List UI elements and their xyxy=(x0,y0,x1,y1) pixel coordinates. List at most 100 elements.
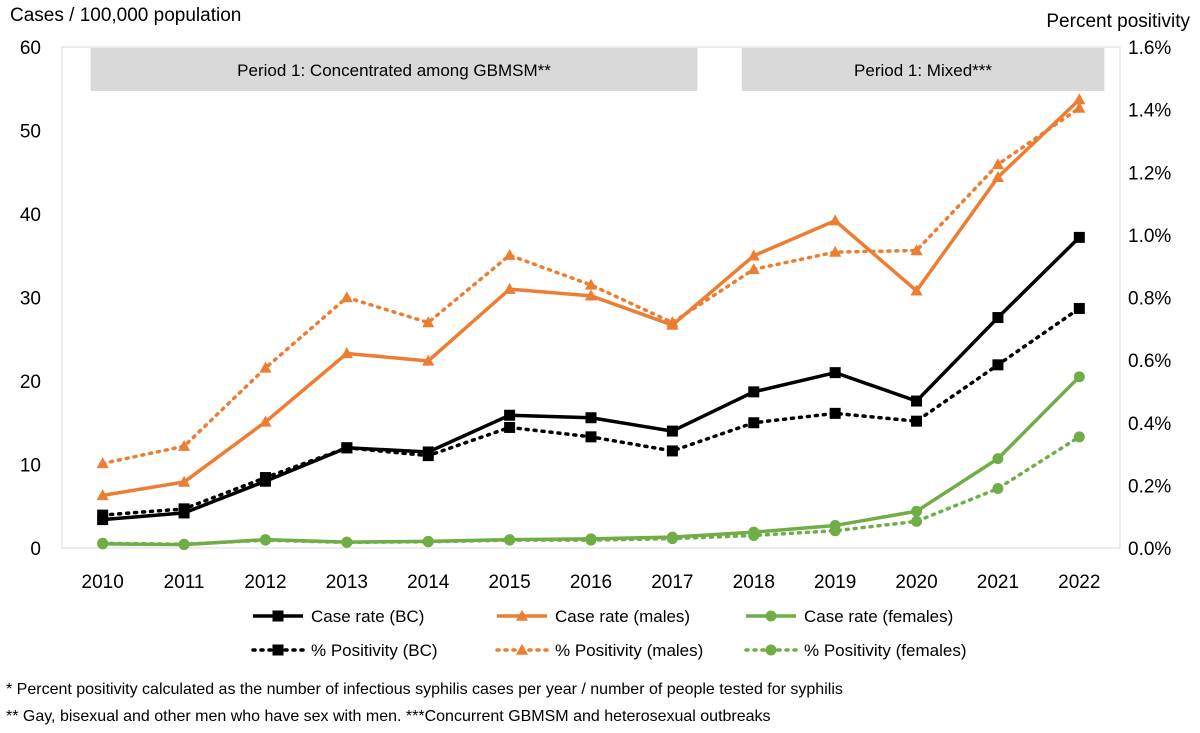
plot-border xyxy=(61,46,1121,549)
right-tick-label: 0.2% xyxy=(1128,476,1171,497)
data-point xyxy=(829,525,841,537)
data-point xyxy=(422,450,434,462)
x-tick-label: 2014 xyxy=(407,572,450,593)
data-point xyxy=(666,445,678,457)
data-point xyxy=(747,249,760,261)
legend-label: Case rate (BC) xyxy=(311,607,424,626)
data-point xyxy=(341,536,353,548)
right-axis-title: Percent positivity xyxy=(1046,11,1190,32)
right-tick-label: 1.6% xyxy=(1128,38,1171,59)
legend-marker xyxy=(272,610,284,622)
data-point xyxy=(666,316,679,328)
data-point xyxy=(748,529,760,541)
data-point xyxy=(96,457,109,469)
series-6 xyxy=(97,431,1085,550)
x-tick-label: 2012 xyxy=(244,572,286,593)
data-point xyxy=(666,533,678,545)
data-point xyxy=(1073,231,1085,243)
data-point xyxy=(97,537,109,549)
data-point xyxy=(1073,101,1086,113)
data-point xyxy=(1073,371,1085,383)
series-5 xyxy=(96,101,1086,469)
data-point xyxy=(992,312,1004,324)
left-tick-label: 10 xyxy=(20,456,41,477)
data-point xyxy=(340,347,353,359)
x-tick-label: 2022 xyxy=(1058,572,1100,593)
data-point xyxy=(748,386,760,398)
left-tick-label: 40 xyxy=(20,205,41,226)
data-point xyxy=(178,475,191,487)
data-point xyxy=(422,354,435,366)
data-point xyxy=(504,421,516,433)
data-point xyxy=(585,534,597,546)
legend: Case rate (BC) Case rate (males) Case rate… xyxy=(251,607,966,660)
legend-item-4: % Positivity (BC) xyxy=(251,641,438,660)
data-point xyxy=(911,505,923,517)
series-3 xyxy=(97,371,1085,551)
legend-item-1: Case rate (BC) xyxy=(253,607,424,626)
footnote-gbmsm: ** Gay, bisexual and other men who have … xyxy=(6,708,771,725)
legend-marker xyxy=(515,609,529,621)
footnote-positivity: * Percent positivity calculated as the n… xyxy=(6,681,843,698)
data-point xyxy=(178,439,191,451)
data-point xyxy=(503,248,516,260)
plot-area xyxy=(61,46,1121,549)
right-tick-label: 1.2% xyxy=(1128,163,1171,184)
legend-label: % Positivity (females) xyxy=(804,641,966,660)
x-tick-label: 2010 xyxy=(82,572,124,593)
x-tick-label: 2018 xyxy=(733,572,775,593)
right-tick-label: 1.4% xyxy=(1128,101,1171,122)
data-point xyxy=(748,417,760,429)
left-tick-label: 30 xyxy=(20,289,41,310)
data-point xyxy=(747,263,760,275)
data-point xyxy=(829,407,841,419)
data-point xyxy=(829,367,841,379)
data-point xyxy=(829,245,842,257)
right-tick-label: 0.6% xyxy=(1128,351,1171,372)
left-tick-label: 0 xyxy=(30,539,41,560)
data-point xyxy=(992,359,1004,371)
series-line xyxy=(100,306,1082,517)
data-point xyxy=(340,291,353,303)
series-1 xyxy=(97,231,1085,526)
data-point xyxy=(504,534,516,546)
data-point xyxy=(992,483,1004,495)
data-point xyxy=(1073,93,1086,105)
x-tick-label: 2017 xyxy=(651,572,693,593)
axes: Cases / 100,000 population Percent positi… xyxy=(10,5,1190,593)
data-point xyxy=(911,395,923,407)
legend-marker xyxy=(515,643,529,655)
data-point xyxy=(584,289,598,301)
data-point xyxy=(1073,431,1085,443)
data-point xyxy=(178,503,190,515)
legend-item-5: % Positivity (males) xyxy=(495,641,703,660)
legend-label: Case rate (males) xyxy=(555,607,690,626)
data-point xyxy=(585,412,597,424)
right-tick-label: 1.0% xyxy=(1128,226,1171,247)
legend-label: % Positivity (males) xyxy=(555,641,703,660)
period-band-2 xyxy=(741,48,1105,91)
data-point xyxy=(96,489,109,501)
data-point xyxy=(992,453,1004,465)
data-point xyxy=(585,431,597,443)
period-label-1: Period 1: Concentrated among GBMSM** xyxy=(237,61,551,80)
data-point xyxy=(991,158,1004,170)
data-point xyxy=(503,282,516,294)
data-point xyxy=(178,538,190,550)
legend-marker xyxy=(765,644,777,656)
right-tick-label: 0.4% xyxy=(1128,414,1171,435)
right-tick-label: 0.0% xyxy=(1128,539,1171,560)
left-tick-label: 60 xyxy=(20,38,41,59)
x-tick-label: 2021 xyxy=(977,572,1019,593)
x-tick-label: 2011 xyxy=(164,572,205,593)
data-point xyxy=(341,442,353,454)
data-point xyxy=(910,284,923,296)
data-point xyxy=(259,415,272,427)
x-tick-label: 2019 xyxy=(814,572,856,593)
x-tick-label: 2020 xyxy=(895,572,937,593)
data-point xyxy=(910,244,923,256)
series-line xyxy=(102,375,1081,547)
legend-label: % Positivity (BC) xyxy=(311,641,438,660)
series-2 xyxy=(96,93,1086,501)
data-point xyxy=(422,316,435,328)
